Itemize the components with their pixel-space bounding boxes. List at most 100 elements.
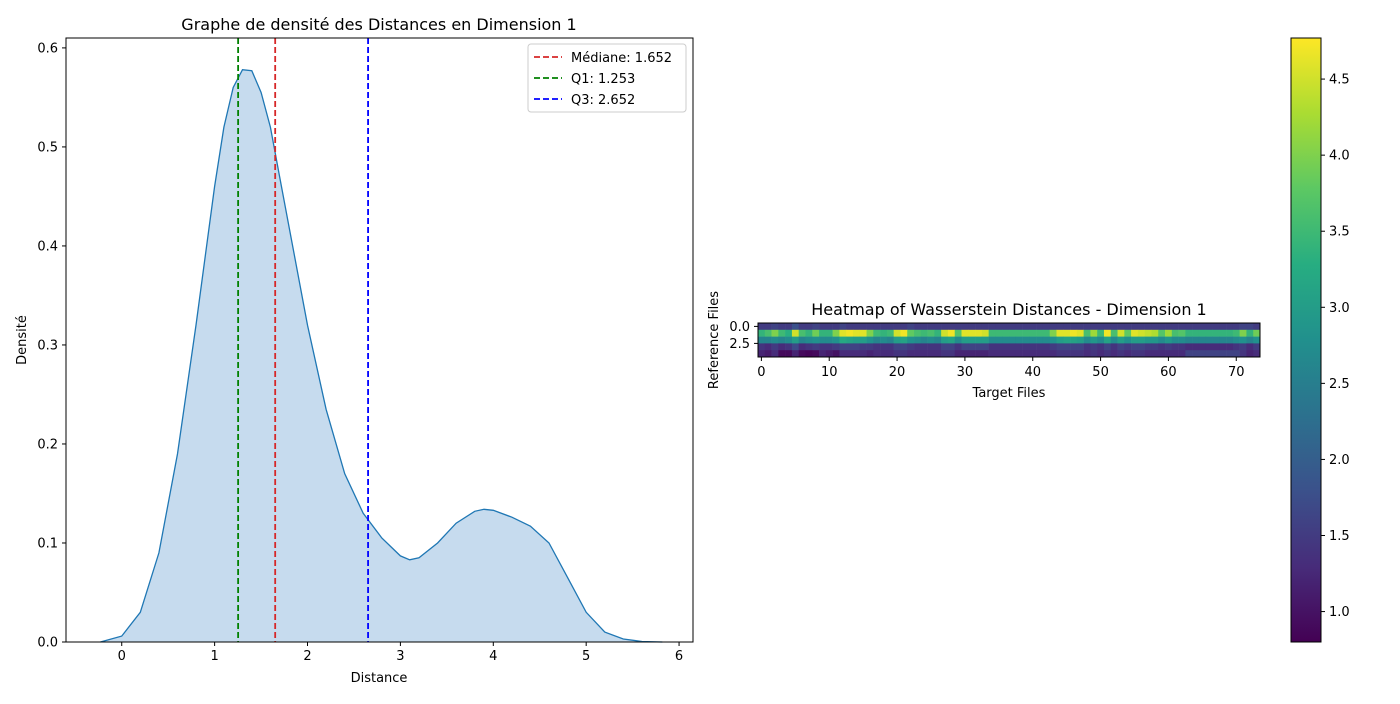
heatmap-cell [1239, 336, 1247, 344]
heatmap-cell [975, 336, 983, 344]
heatmap-cells [758, 323, 1261, 358]
heatmap-cell [1198, 343, 1207, 351]
heatmap-cell [880, 336, 888, 344]
heatmap-cell [1232, 343, 1240, 351]
heatmap-cell [1083, 350, 1091, 358]
heatmap-cell [866, 350, 874, 358]
density-y-axis-label: Densité [15, 315, 30, 365]
heatmap-cell [914, 323, 922, 331]
heatmap-cell [968, 343, 976, 351]
heatmap-cell [1137, 343, 1145, 351]
heatmap-cell [785, 350, 793, 358]
heatmap-cell [995, 343, 1003, 351]
heatmap-cell [764, 343, 772, 351]
heatmap-cell [900, 323, 908, 331]
colorbar-gradient [1290, 37, 1322, 643]
heatmap-cell [846, 323, 854, 331]
heatmap-cell [886, 329, 894, 337]
heatmap-cell [1022, 329, 1030, 337]
heatmap-cell [1042, 323, 1050, 331]
heatmap-cell [1185, 336, 1193, 344]
x-tick-label: 1 [210, 649, 218, 664]
heatmap-cell [1198, 323, 1207, 331]
heatmap-cell [1124, 329, 1132, 337]
heatmap-cell [1042, 329, 1050, 337]
heatmap-cell [1063, 343, 1071, 351]
heatmap-cell [832, 323, 840, 331]
heatmap-cell [1178, 350, 1186, 358]
heatmap-cell [805, 343, 813, 351]
heatmap-cell [1090, 343, 1098, 351]
heatmap-cell [1137, 323, 1145, 331]
heatmap-cell [859, 350, 867, 358]
heatmap-cell [995, 323, 1003, 331]
heatmap-cell [1002, 343, 1010, 351]
legend-label: Q3: 2.652 [571, 93, 635, 108]
heatmap-cell [1205, 343, 1213, 351]
heatmap-cell [914, 343, 922, 351]
heatmap-cell [758, 350, 766, 358]
heatmap-cell [1165, 336, 1173, 344]
x-tick-label: 5 [582, 649, 590, 664]
heatmap-cell [1178, 329, 1186, 337]
heatmap-cell [1083, 343, 1091, 351]
colorbar-ticks: 1.0 1.5 2.0 2.5 3.0 3.5 4.0 4.5 [1321, 73, 1350, 620]
heatmap-cell [1171, 343, 1179, 351]
heatmap-cell [1097, 343, 1105, 351]
heatmap-cell [1253, 350, 1261, 358]
heatmap-cell [1022, 350, 1030, 358]
heatmap-cell [1226, 323, 1234, 331]
heatmap-cell [1219, 323, 1227, 331]
heatmap-cell [1070, 350, 1078, 358]
heatmap-cell [914, 329, 922, 337]
heatmap-cell [1103, 336, 1112, 344]
heatmap-cell [954, 343, 962, 351]
heatmap-cell [825, 350, 833, 358]
heatmap-y-ticks: 0.02.5 [729, 320, 758, 352]
y-tick-label: 0.0 [37, 636, 58, 651]
heatmap-cell [1076, 329, 1084, 337]
colorbar-tick-label: 3.5 [1329, 225, 1350, 240]
heatmap-cell [771, 323, 779, 331]
heatmap-cell [968, 350, 976, 358]
heatmap-cell [771, 350, 779, 358]
heatmap-cell [1158, 329, 1166, 337]
heatmap-cell [1151, 323, 1159, 331]
heatmap-cell [947, 350, 956, 358]
heatmap-cell [1063, 350, 1071, 358]
heatmap-cell [819, 350, 827, 358]
heatmap-cell [988, 323, 996, 331]
heatmap-cell [1246, 343, 1254, 351]
heatmap-cell [1117, 350, 1125, 358]
heatmap-cell [934, 323, 942, 331]
heatmap-cell [873, 323, 881, 331]
heatmap-cell [1219, 343, 1227, 351]
heatmap-cell [1056, 336, 1064, 344]
heatmap-cell [920, 350, 928, 358]
heatmap-cell [1103, 323, 1112, 331]
heatmap-cell [1049, 343, 1057, 351]
heatmap-cell [1009, 350, 1017, 358]
heatmap-cell [778, 323, 786, 331]
heatmap-cell [914, 350, 922, 358]
heatmap-cell [1070, 323, 1078, 331]
heatmap-cell [1009, 336, 1017, 344]
quartile-lines [237, 38, 369, 642]
heatmap-cell [1110, 329, 1118, 337]
heatmap-cell [961, 329, 969, 337]
y-tick-label: 0.6 [37, 41, 58, 56]
heatmap-cell [1049, 329, 1057, 337]
heatmap-cell [1232, 323, 1240, 331]
heatmap-cell [873, 343, 881, 351]
heatmap-cell [1110, 323, 1118, 331]
heatmap-cell [1212, 350, 1220, 358]
heatmap-cell [900, 350, 908, 358]
heatmap-cell [1171, 350, 1179, 358]
heatmap-x-tick-label: 30 [957, 365, 974, 380]
heatmap-cell [880, 350, 888, 358]
heatmap-cell [866, 323, 874, 331]
y-tick-label: 0.5 [37, 140, 58, 155]
heatmap-cell [1036, 343, 1044, 351]
heatmap-cell [1022, 323, 1030, 331]
